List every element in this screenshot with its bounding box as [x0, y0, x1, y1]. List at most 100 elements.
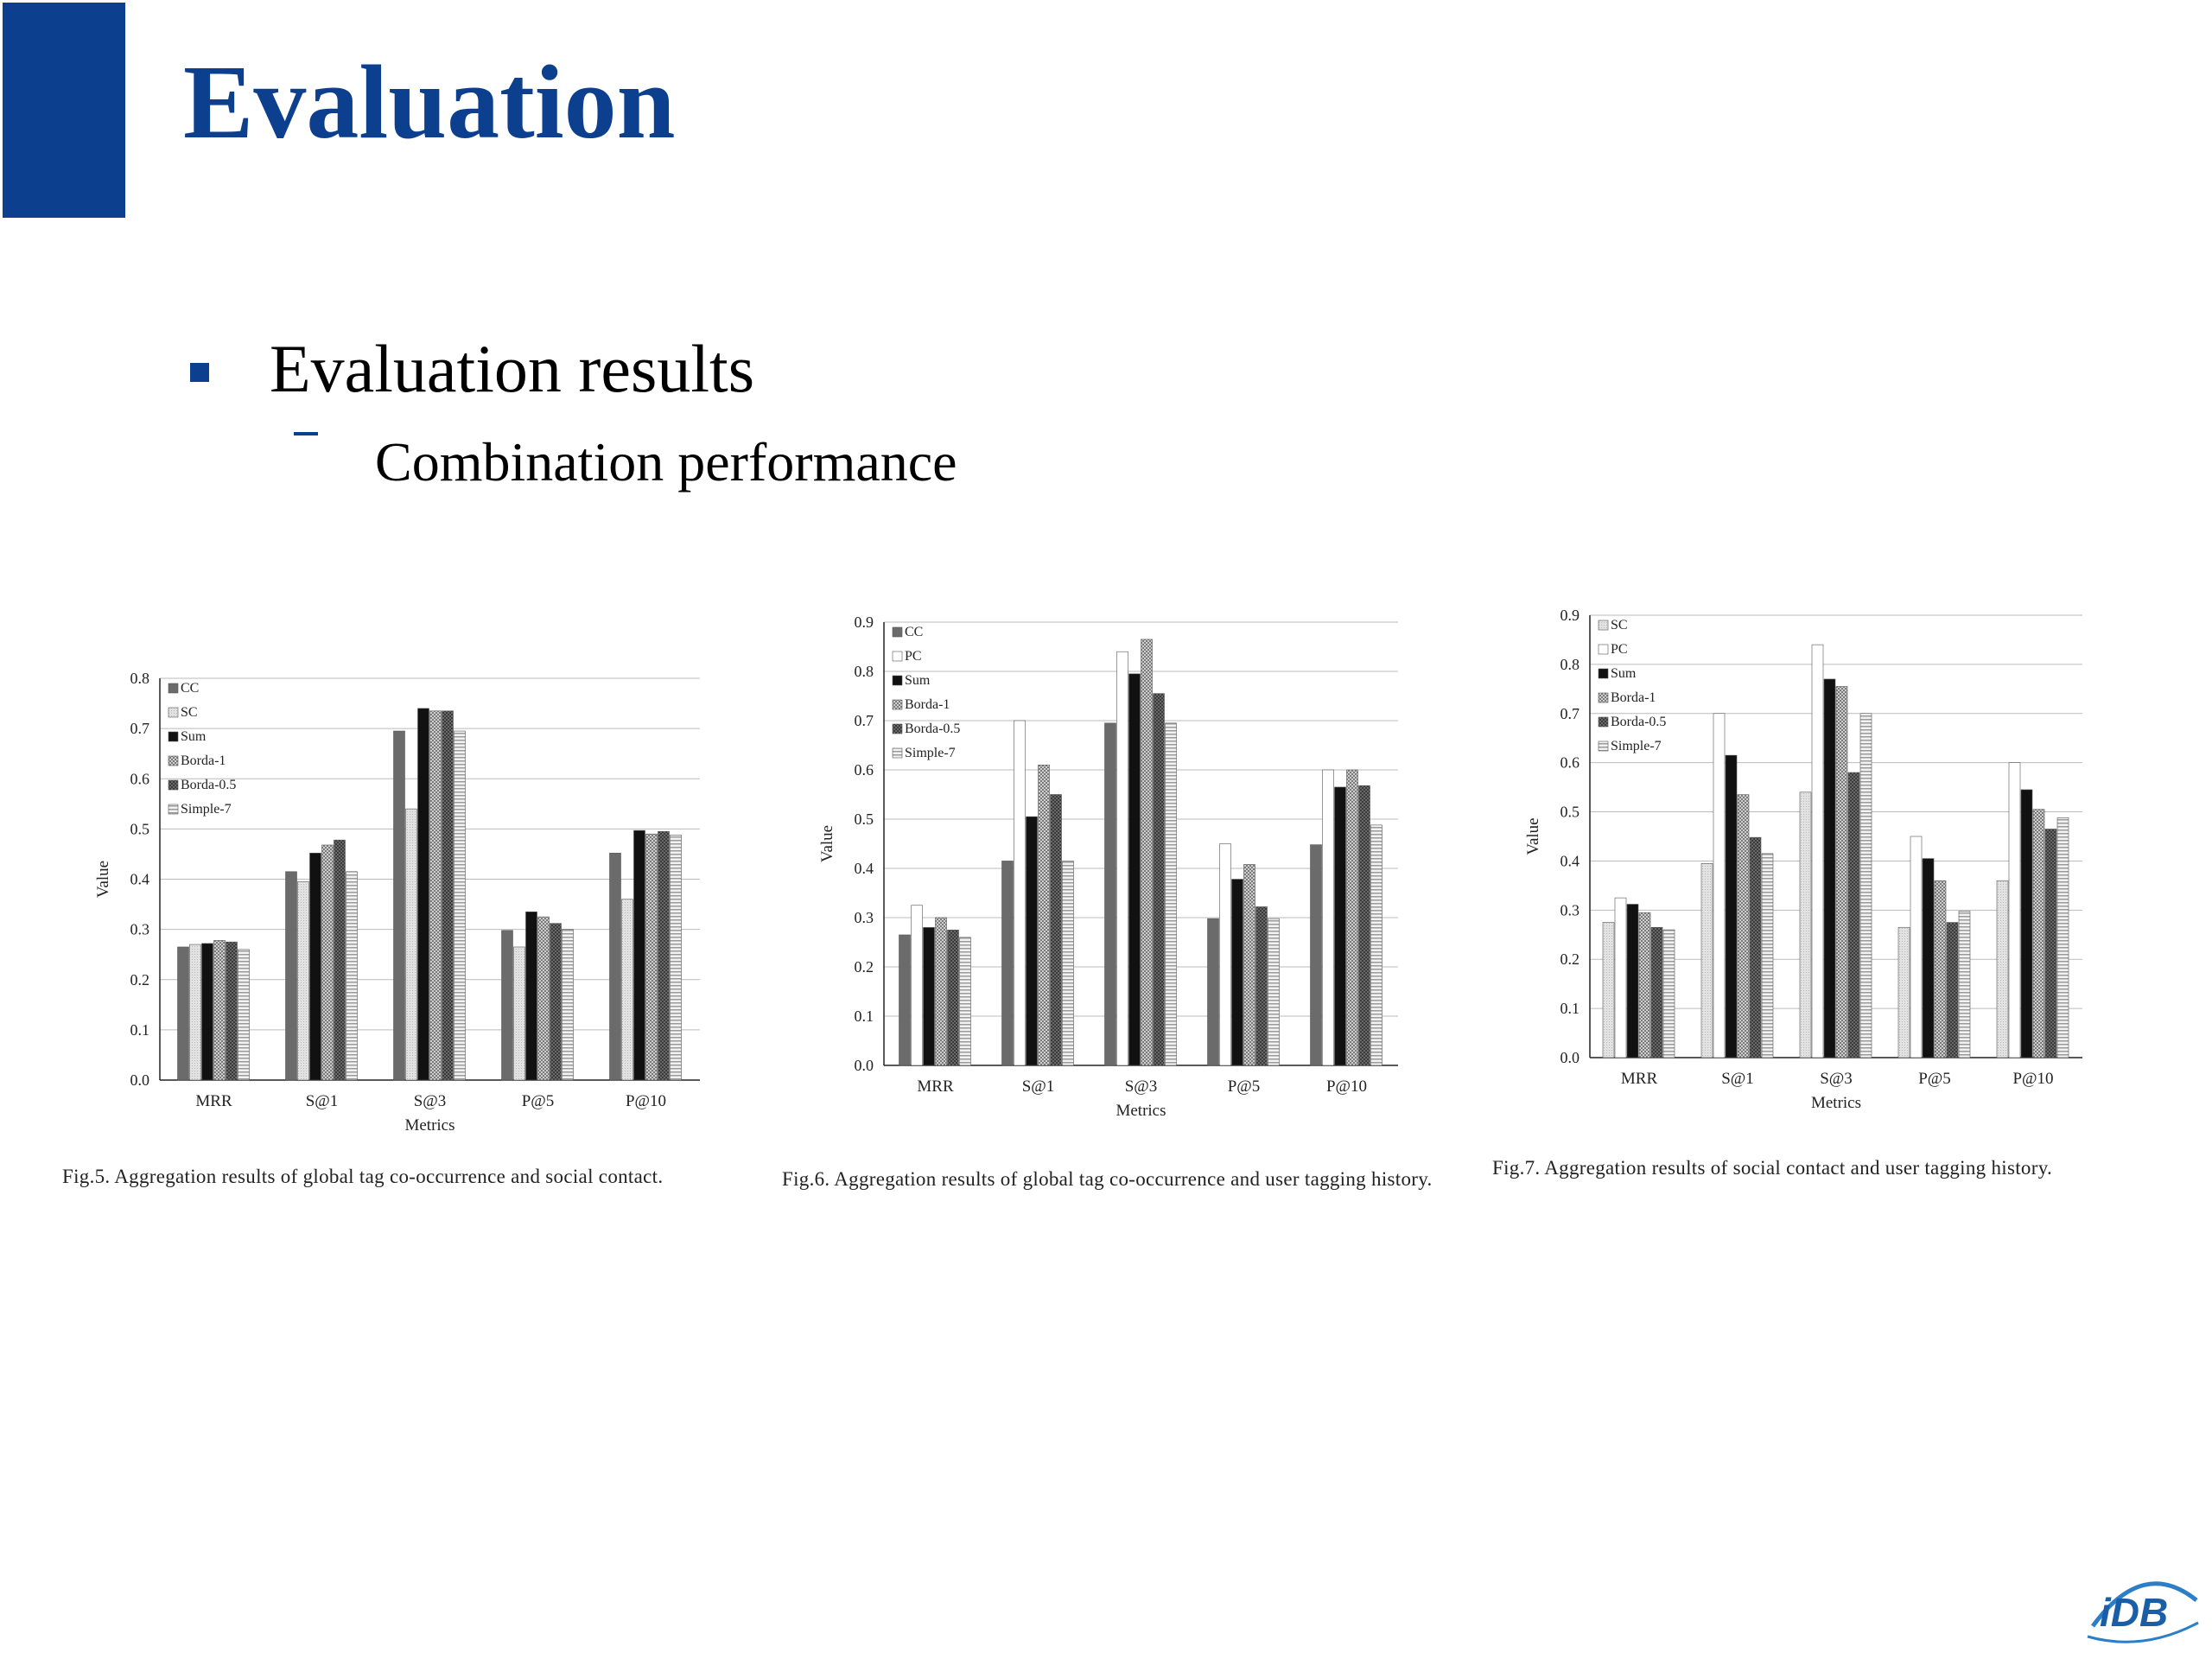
bar-cc-mrr	[177, 946, 189, 1081]
bar-sum-p-10	[633, 830, 645, 1081]
legend-swatch	[1598, 620, 1609, 631]
y-tick-label: 0.7	[1560, 705, 1580, 722]
figure-5: 0.0 0.1 0.2 0.3 0.4 0.5 0.6 0.7 0.8 MRR S@1 S@3 P@5 P…	[78, 648, 726, 1149]
bar-borda-1-mrr	[935, 917, 947, 1066]
legend-label: Borda-0.5	[181, 778, 236, 792]
bar-borda-0-5-mrr	[947, 929, 959, 1066]
y-tick-label: 0.0	[130, 1071, 150, 1089]
legend-label: SC	[1611, 618, 1628, 632]
y-tick-label: 0.1	[1560, 1000, 1580, 1017]
y-tick-label: 0.1	[855, 1007, 874, 1025]
legend-swatch	[1598, 741, 1609, 752]
x-tick-label: P@5	[522, 1092, 555, 1110]
legend-swatch	[1598, 716, 1609, 728]
legend-swatch	[892, 723, 903, 734]
bar-simple-7-p-5	[1958, 911, 1971, 1058]
bar-cc-s-1	[285, 871, 297, 1081]
bar-borda-1-p-5	[1243, 864, 1255, 1066]
caption-fig6: Fig.6. Aggregation results of global tag…	[782, 1168, 1433, 1190]
bar-simple-7-p-10	[1370, 824, 1382, 1066]
bar-cc-s-3	[393, 730, 405, 1081]
bar-pc-s-3	[1116, 651, 1128, 1066]
legend-label: Simple-7	[905, 746, 956, 760]
legend-swatch	[168, 779, 179, 791]
bar-sc-s-1	[297, 881, 309, 1081]
bar-simple-7-s-3	[1165, 722, 1177, 1066]
bar-simple-7-mrr	[959, 937, 971, 1066]
bar-sc-s-1	[1700, 862, 1713, 1058]
bar-borda-0-5-s-1	[1749, 836, 1762, 1058]
bar-sum-mrr	[923, 927, 935, 1066]
legend-swatch	[892, 626, 903, 638]
y-tick-label: 0.4	[1560, 852, 1580, 869]
y-tick-label: 0.6	[1560, 754, 1580, 772]
legend-label: Sum	[1611, 666, 1637, 681]
subbullet-dash-icon	[294, 432, 318, 435]
legend-swatch	[168, 707, 179, 718]
bar-simple-7-mrr	[1662, 929, 1675, 1058]
bar-pc-mrr	[911, 905, 923, 1066]
x-tick-label: P@10	[2012, 1070, 2053, 1088]
figure-7: 0.0 0.1 0.2 0.3 0.4 0.5 0.6 0.7 0.8 0.9 MRR S@1 S@3 P…	[1508, 596, 2095, 1136]
legend-swatch	[892, 651, 903, 662]
y-tick-label: 0.6	[855, 761, 874, 779]
bar-borda-1-p-5	[537, 916, 550, 1081]
legend-swatch	[168, 683, 179, 694]
bar-cc-p-10	[609, 852, 621, 1081]
bar-sc-s-3	[405, 808, 417, 1081]
y-tick-label: 0.5	[855, 810, 874, 828]
x-tick-label: P@5	[1228, 1077, 1261, 1096]
bar-sum-s-3	[1823, 678, 1836, 1058]
x-tick-label: S@1	[306, 1092, 339, 1110]
caption-fig5: Fig.5. Aggregation results of global tag…	[62, 1166, 664, 1187]
y-tick-label: 0.8	[130, 670, 150, 687]
y-tick-label: 0.3	[1560, 901, 1580, 918]
bar-sum-s-3	[1128, 673, 1141, 1066]
bar-sum-s-1	[1725, 754, 1738, 1058]
y-tick-label: 0.6	[130, 770, 150, 787]
bar-pc-s-3	[1811, 644, 1824, 1058]
idb-logo: iDB	[2082, 1566, 2203, 1652]
bar-sc-p-5	[1897, 926, 1910, 1058]
y-tick-label: 0.9	[1560, 607, 1580, 624]
bar-pc-mrr	[1614, 897, 1627, 1058]
bar-pc-p-5	[1219, 843, 1231, 1066]
legend-label: Borda-1	[1611, 690, 1656, 705]
figure-6: 0.0 0.1 0.2 0.3 0.4 0.5 0.6 0.7 0.8 0.9 MRR S@1 S@3 P…	[802, 601, 1441, 1145]
bar-borda-0-5-p-5	[550, 923, 562, 1081]
y-tick-label: 0.0	[1560, 1049, 1580, 1066]
legend-swatch	[892, 675, 903, 686]
bar-sc-p-10	[1996, 880, 2009, 1058]
bar-simple-7-s-1	[1062, 861, 1074, 1066]
legend-swatch	[168, 731, 179, 742]
legend-label: Borda-0.5	[905, 721, 960, 736]
x-tick-label: P@10	[626, 1092, 666, 1110]
legend-label: Simple-7	[181, 802, 232, 817]
title-accent-block	[3, 3, 125, 218]
legend-label: Borda-1	[181, 753, 226, 768]
bar-sum-mrr	[1626, 904, 1639, 1058]
bar-borda-0-5-mrr	[226, 941, 238, 1081]
bar-sc-mrr	[1602, 922, 1615, 1058]
bar-borda-0-5-p-5	[1946, 922, 1959, 1058]
bar-simple-7-p-10	[670, 835, 682, 1081]
x-tick-label: P@10	[1326, 1077, 1367, 1096]
legend-label: PC	[1611, 642, 1628, 657]
bullet-square-icon	[190, 363, 209, 382]
y-axis-label: Value	[1524, 817, 1542, 855]
y-tick-label: 0.8	[855, 663, 874, 680]
chart-fig6: 0.0 0.1 0.2 0.3 0.4 0.5 0.6 0.7 0.8 0.9 MRR S@1 S@3 P…	[818, 613, 1398, 1120]
bar-cc-p-5	[1207, 918, 1219, 1066]
bar-simple-7-s-1	[346, 871, 358, 1081]
bar-simple-7-s-1	[1761, 853, 1774, 1058]
legend-swatch	[168, 804, 179, 815]
bar-borda-1-s-3	[1141, 639, 1153, 1066]
legend-swatch	[1598, 692, 1609, 703]
bar-borda-1-s-3	[1835, 686, 1848, 1058]
legend-swatch	[892, 747, 903, 759]
bar-borda-1-p-5	[1934, 880, 1947, 1058]
legend-swatch	[1598, 644, 1609, 655]
bar-borda-1-s-3	[429, 710, 442, 1081]
bar-borda-1-mrr	[213, 940, 226, 1081]
x-tick-label: MRR	[195, 1092, 232, 1110]
